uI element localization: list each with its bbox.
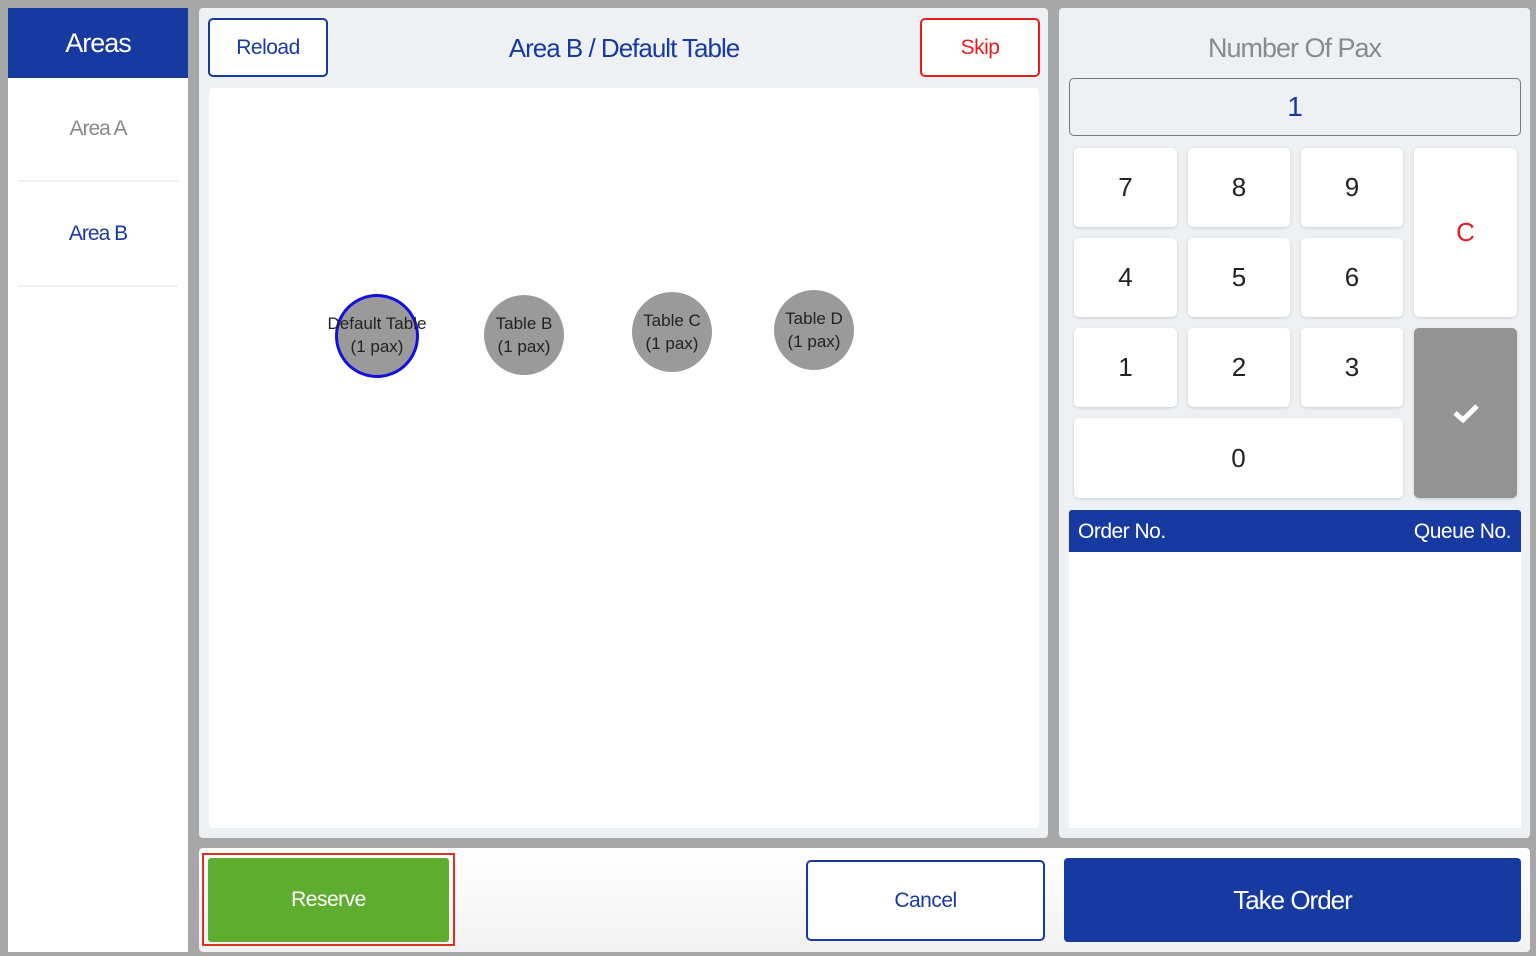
- table-label: Table D (1 pax): [714, 307, 914, 353]
- cancel-button[interactable]: Cancel: [806, 860, 1045, 941]
- key-3[interactable]: 3: [1301, 328, 1403, 407]
- key-8[interactable]: 8: [1188, 148, 1290, 227]
- clear-button[interactable]: C: [1414, 148, 1517, 317]
- table-pax: (1 pax): [350, 337, 404, 356]
- key-6[interactable]: 6: [1301, 238, 1403, 317]
- table-pax: (1 pax): [497, 337, 551, 356]
- confirm-button[interactable]: [1414, 328, 1517, 498]
- skip-button[interactable]: Skip: [920, 18, 1040, 77]
- floor-plan: Default Table (1 pax) Table B (1 pax) Tabl…: [209, 88, 1039, 828]
- pax-panel: Number Of Pax 1 7 8 9 4 5 6 1 2 3 0 C Or…: [1059, 8, 1530, 838]
- table-shape: [632, 292, 712, 372]
- reserve-button[interactable]: Reserve: [208, 858, 449, 942]
- table-shape: [774, 290, 854, 370]
- table-label: Table C (1 pax): [572, 309, 772, 355]
- table-map-panel: Reload Area B / Default Table Skip Defau…: [199, 8, 1048, 838]
- table-shape: [335, 294, 419, 378]
- queue-no-header: Queue No.: [1413, 520, 1512, 543]
- page-title: Area B / Default Table: [508, 32, 740, 63]
- key-5[interactable]: 5: [1188, 238, 1290, 317]
- reserve-highlight: [202, 853, 455, 946]
- areas-sidebar: Areas Area A Area B: [8, 8, 188, 952]
- key-1[interactable]: 1: [1074, 328, 1177, 407]
- sidebar-item-area-a[interactable]: Area A: [18, 78, 178, 182]
- pax-title: Number Of Pax: [1207, 32, 1382, 63]
- order-no-header: Order No.: [1078, 520, 1166, 543]
- table-name: Table C: [643, 311, 701, 330]
- key-7[interactable]: 7: [1074, 148, 1177, 227]
- take-order-button[interactable]: Take Order: [1064, 858, 1521, 942]
- table-name: Default Table: [327, 314, 427, 333]
- table-label: Default Table (1 pax): [277, 312, 477, 358]
- action-bar: Reserve Cancel Take Order: [199, 848, 1530, 952]
- reload-button[interactable]: Reload: [208, 18, 328, 77]
- table-pax: (1 pax): [787, 332, 841, 351]
- key-0[interactable]: 0: [1074, 418, 1403, 498]
- table-label: Table B (1 pax): [424, 312, 624, 358]
- table-name: Table B: [495, 314, 553, 333]
- table-shape: [484, 295, 564, 375]
- table-name: Table D: [785, 309, 843, 328]
- orders-header: Order No. Queue No.: [1069, 510, 1521, 552]
- sidebar-item-area-b[interactable]: Area B: [18, 183, 178, 287]
- check-icon: [1452, 404, 1479, 424]
- key-2[interactable]: 2: [1188, 328, 1290, 407]
- table-pax: (1 pax): [645, 334, 699, 353]
- areas-header: Areas: [8, 8, 188, 78]
- key-9[interactable]: 9: [1301, 148, 1403, 227]
- key-4[interactable]: 4: [1074, 238, 1177, 317]
- orders-list: [1069, 552, 1521, 828]
- pax-display[interactable]: 1: [1069, 78, 1521, 136]
